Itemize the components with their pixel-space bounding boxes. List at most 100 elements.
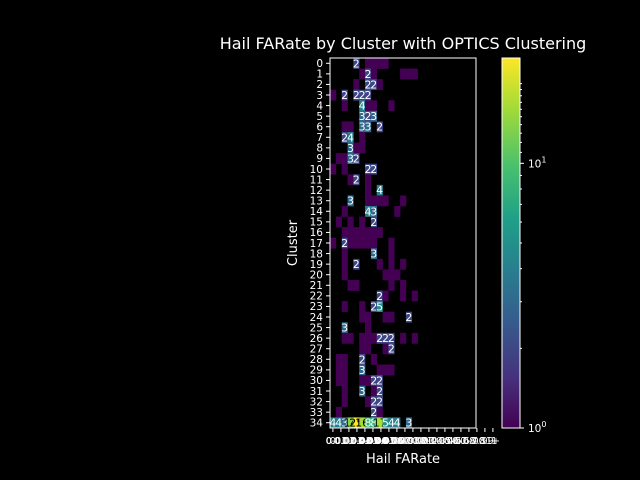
heatmap-cell (359, 343, 366, 355)
heatmap-cell (388, 332, 395, 344)
heatmap-cell (335, 417, 342, 429)
y-tick-label: 14 (310, 206, 324, 218)
heatmap-cell (341, 237, 348, 249)
heatmap-cell (400, 280, 407, 291)
heatmap-cell (365, 322, 372, 334)
heatmap-cell (359, 364, 366, 376)
y-tick-label: 25 (310, 322, 323, 334)
heatmap-cell (365, 375, 372, 387)
cell-label: 3 (359, 121, 366, 134)
y-tick-label: 30 (310, 375, 323, 387)
heatmap-cell (341, 417, 348, 429)
cell-label: 2 (353, 152, 360, 165)
heatmap-cell (353, 174, 360, 186)
cell-label: 2 (388, 332, 395, 345)
x-tick-label: 0.3-0.4 (420, 436, 454, 447)
heatmap-cell (370, 354, 378, 365)
y-tick-label: 2 (316, 79, 323, 91)
heatmap-cell (382, 332, 389, 344)
x-tick-label: 0.7-0.8 (452, 436, 486, 447)
heatmap-cell (353, 58, 360, 69)
heatmap-cell (347, 237, 354, 249)
heatmap-cell (376, 258, 383, 270)
cell-label: 5 (376, 300, 383, 313)
cell-label: 3 (370, 248, 377, 261)
heatmap-cell (370, 332, 378, 344)
heatmap-cell (365, 110, 372, 122)
cell-label: 2 (370, 406, 377, 419)
cell-label: 2 (376, 332, 383, 345)
heatmap-cell (347, 142, 354, 154)
x-tick-label: 0.08-0.09 (382, 436, 428, 447)
x-tick-label: 0 (330, 436, 336, 447)
heatmap-cell (347, 280, 354, 291)
heatmap-cell (365, 417, 372, 429)
y-tick-label: 6 (316, 122, 323, 134)
cell-label: 3 (359, 385, 366, 398)
heatmap-cell (341, 354, 348, 365)
cell-label: 2 (341, 237, 348, 250)
heatmap-cell (359, 110, 366, 122)
cell-label: 3 (347, 195, 354, 208)
heatmap-cell (347, 332, 354, 344)
y-tick-label: 15 (310, 217, 323, 229)
heatmap-cell (370, 237, 378, 249)
cell-label: 2 (376, 385, 383, 398)
heatmap-cell (335, 153, 342, 165)
colorbar-tick-label: 101 (528, 155, 546, 170)
cell-label: 2 (382, 332, 389, 345)
y-tick-label: 29 (310, 365, 323, 377)
heatmap-cell (382, 311, 389, 323)
x-tick-label: 0.8-0.9 (460, 436, 494, 447)
heatmap-cell (341, 100, 348, 112)
cell-label: 2 (370, 374, 377, 387)
cell-label: 4 (359, 100, 366, 113)
heatmap-cell (370, 417, 378, 429)
cell-label: 2 (353, 258, 360, 271)
heatmap-cell (370, 68, 378, 80)
heatmap-cell (405, 311, 413, 323)
heatmap-cell (382, 343, 389, 355)
heatmap-cell (370, 100, 378, 112)
heatmap-cell (388, 417, 395, 429)
heatmap-cell (365, 396, 372, 408)
heatmap-cell (370, 163, 378, 175)
heatmap-cell (370, 227, 378, 239)
heatmap-cell (365, 79, 372, 91)
y-tick-label: 0 (316, 58, 323, 70)
heatmap-cell (365, 100, 372, 112)
heatmap-cell (365, 195, 372, 207)
heatmap-cell (359, 132, 366, 143)
y-tick-label: 3 (316, 90, 323, 102)
cell-label: 3 (405, 417, 412, 430)
heatmap-cell (341, 132, 348, 143)
heatmap-cell (341, 258, 348, 270)
heatmap-cell (376, 79, 383, 91)
heatmap-cell (400, 332, 407, 344)
y-tick-label: 4 (316, 100, 323, 112)
cell-label: 2 (370, 163, 377, 176)
heatmap-cell (400, 68, 407, 80)
y-tick-label: 20 (310, 270, 323, 282)
heatmap-cell (347, 121, 354, 133)
cell-label: 3 (370, 110, 377, 123)
cell-label: 2 (376, 374, 383, 387)
heatmap-cell (370, 195, 378, 207)
cell-label: 3 (341, 417, 348, 430)
y-tick-label: 22 (310, 291, 323, 303)
cell-label: 2 (388, 343, 395, 356)
y-tick-label: 27 (310, 344, 323, 356)
heatmap-cell (335, 375, 342, 387)
x-tick-label: 0.2-0.3 (412, 436, 446, 447)
heatmap-cell (330, 417, 337, 429)
heatmap-cell (376, 301, 383, 313)
heatmap-cell (341, 248, 348, 260)
heatmap-cell (359, 417, 366, 429)
y-tick-label: 18 (310, 248, 323, 260)
cell-label: 2 (364, 163, 371, 176)
x-tick-label: 0.06-0.07 (366, 436, 412, 447)
heatmap-cell (365, 58, 372, 69)
heatmap-cell (365, 311, 372, 323)
heatmap-cell (388, 100, 395, 112)
